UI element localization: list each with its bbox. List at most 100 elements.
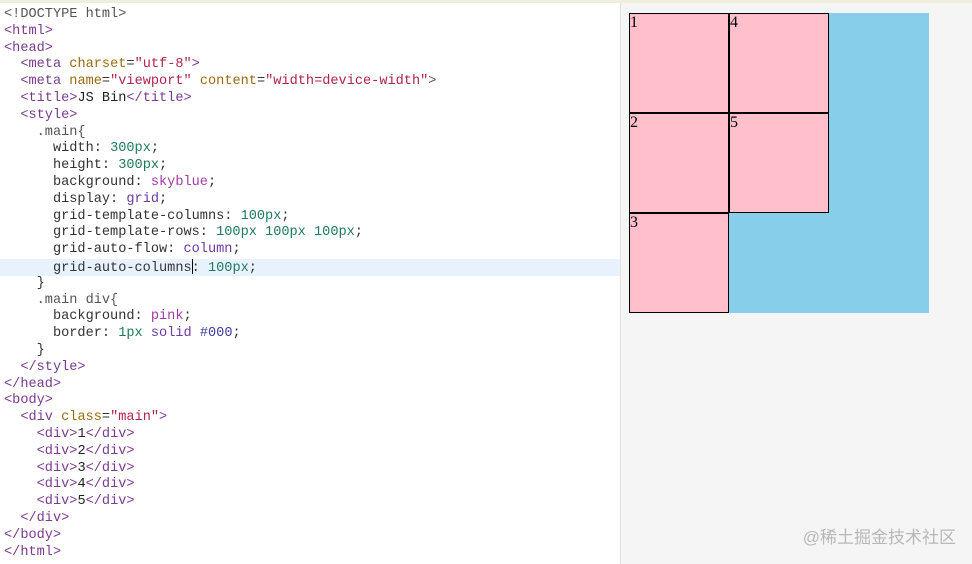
code-line[interactable]: background: skyblue;	[0, 175, 620, 192]
code-token	[4, 261, 53, 276]
code-token: "viewport"	[110, 74, 192, 90]
code-line[interactable]: <div>3</div>	[0, 461, 620, 478]
text-cursor	[191, 258, 193, 274]
code-editor[interactable]: <!DOCTYPE html> <html> <head> <meta charse…	[0, 7, 620, 564]
code-token: <div>	[36, 443, 78, 459]
code-token: ;	[207, 174, 217, 190]
code-token: .main div{	[36, 292, 119, 308]
code-line[interactable]: border: 1px solid #000;	[0, 326, 620, 343]
code-token: =	[101, 410, 111, 426]
code-line[interactable]: </html>	[0, 545, 620, 562]
code-line[interactable]: }	[0, 343, 620, 360]
code-line[interactable]: <title>JS Bin</title>	[0, 91, 620, 108]
code-token	[4, 326, 53, 341]
code-token	[4, 427, 37, 442]
grid-cell: 1	[629, 13, 729, 113]
code-line[interactable]: <div>4</div>	[0, 477, 620, 494]
code-token: ;	[183, 309, 192, 325]
code-token: grid-auto-flow:	[52, 242, 184, 258]
grid-cell: 2	[629, 113, 729, 213]
code-line[interactable]: <div>2</div>	[0, 444, 620, 461]
code-line[interactable]: grid-template-columns: 100px;	[0, 209, 620, 226]
code-line[interactable]: <div>1</div>	[0, 427, 620, 444]
code-token	[4, 125, 37, 140]
code-token: <html>	[4, 23, 53, 39]
code-token: <div	[20, 410, 62, 426]
code-token: </html>	[4, 544, 62, 560]
code-token: ;	[248, 260, 257, 276]
code-line[interactable]: <!DOCTYPE html>	[0, 7, 620, 24]
code-token: skyblue	[150, 174, 208, 190]
code-token: :	[191, 260, 208, 276]
code-token: <div>	[36, 477, 78, 493]
code-token	[192, 326, 200, 341]
code-line[interactable]: grid-auto-columns: 100px;	[0, 258, 620, 276]
code-token: border:	[52, 326, 119, 342]
code-line[interactable]: grid-auto-flow: column;	[0, 242, 620, 259]
code-token: column	[183, 242, 233, 258]
code-token: >	[159, 410, 168, 426]
code-token	[4, 511, 20, 526]
code-token: background:	[52, 309, 151, 325]
code-line[interactable]: height: 300px;	[0, 158, 620, 175]
code-line[interactable]: </body>	[0, 528, 620, 545]
code-line[interactable]: <div class="main">	[0, 410, 620, 427]
code-line[interactable]: <head>	[0, 41, 620, 58]
code-token	[4, 309, 53, 324]
code-token: }	[36, 342, 45, 358]
code-token: #000	[199, 326, 233, 342]
code-token: pink	[150, 309, 184, 325]
code-line[interactable]: <meta name="viewport" content="width=dev…	[0, 74, 620, 91]
code-token: <head>	[4, 40, 53, 56]
code-token: charset	[69, 57, 127, 73]
code-token: 300px	[118, 158, 160, 174]
code-token	[4, 57, 20, 72]
code-token	[4, 91, 20, 106]
code-line[interactable]: background: pink;	[0, 309, 620, 326]
code-token	[4, 209, 53, 224]
code-token: "main"	[110, 410, 160, 426]
code-token	[4, 360, 20, 375]
code-line[interactable]: </head>	[0, 377, 620, 394]
code-token	[4, 74, 20, 89]
code-line[interactable]: width: 300px;	[0, 141, 620, 158]
code-token: background:	[52, 174, 151, 190]
code-token	[4, 175, 53, 190]
code-token: 3	[77, 460, 86, 476]
code-token: grid-template-columns:	[52, 208, 241, 224]
code-line[interactable]: }	[0, 276, 620, 293]
code-line[interactable]: .main div{	[0, 293, 620, 310]
code-line[interactable]: </div>	[0, 511, 620, 528]
code-line[interactable]: <html>	[0, 24, 620, 41]
code-token: </style>	[20, 359, 86, 375]
code-token: <meta	[20, 57, 70, 73]
watermark: @稀土掘金技术社区	[802, 528, 956, 547]
code-token: </div>	[85, 443, 135, 459]
code-token: <meta	[20, 74, 70, 90]
code-token	[4, 410, 20, 425]
code-line[interactable]: </style>	[0, 360, 620, 377]
code-line[interactable]: grid-template-rows: 100px 100px 100px;	[0, 225, 620, 242]
code-token: ;	[232, 242, 241, 258]
code-token: .main{	[36, 124, 86, 140]
code-token: ;	[232, 326, 241, 342]
code-token: </div>	[85, 460, 135, 476]
code-token: 1	[77, 426, 86, 442]
code-token	[4, 444, 37, 459]
code-token	[4, 225, 53, 240]
grid-cell: 4	[729, 13, 829, 113]
code-line[interactable]: <body>	[0, 393, 620, 410]
code-line[interactable]: .main{	[0, 125, 620, 142]
code-token: 100px 100px 100px	[216, 225, 355, 241]
code-line[interactable]: <meta charset="utf-8">	[0, 57, 620, 74]
code-token: </div>	[20, 510, 70, 526]
code-token: ;	[159, 158, 168, 174]
code-token: ;	[354, 225, 363, 241]
code-token	[4, 158, 53, 173]
grid-cell: 3	[629, 213, 729, 313]
code-line[interactable]: <div>5</div>	[0, 494, 620, 511]
code-line[interactable]: <style>	[0, 108, 620, 125]
code-line[interactable]: display: grid;	[0, 192, 620, 209]
code-token: class	[61, 410, 102, 426]
